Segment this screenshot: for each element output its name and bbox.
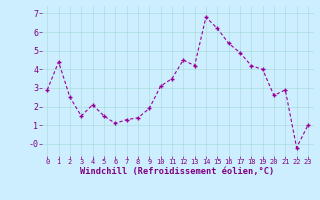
X-axis label: Windchill (Refroidissement éolien,°C): Windchill (Refroidissement éolien,°C) [80,167,275,176]
